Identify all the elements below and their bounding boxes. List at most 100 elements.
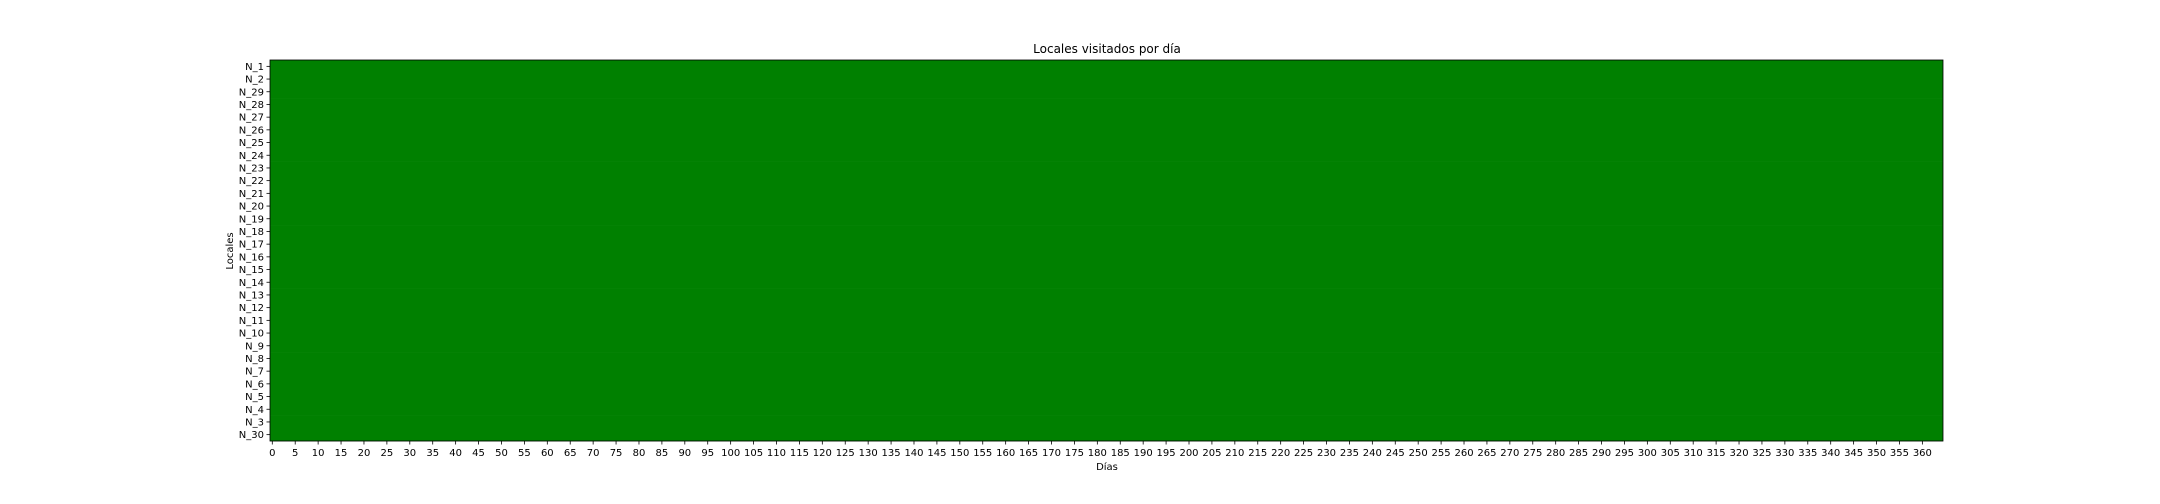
y-tick-label: N_19: [239, 214, 264, 225]
heatmap-row: [270, 352, 1943, 366]
x-tick-label: 115: [790, 448, 809, 459]
y-axis: N_1 N_2N_29 N_28 N_27N_26 N_25 N_24N_23 N_22 N_…: [239, 62, 270, 441]
x-tick-label: 285: [1569, 448, 1588, 459]
x-tick-label: 185: [1111, 448, 1130, 459]
x-tick-label: 150: [950, 448, 969, 459]
heatmap-row: [270, 72, 1943, 86]
y-tick-label: N_14: [239, 278, 264, 289]
x-tick-label: 15: [335, 448, 348, 459]
x-tick-label: 255: [1432, 448, 1451, 459]
x-tick-label: 355: [1890, 448, 1909, 459]
x-tick-label: 55: [518, 448, 531, 459]
x-tick-label: 235: [1340, 448, 1359, 459]
x-tick-label: 295: [1615, 448, 1634, 459]
plot-area: [269, 59, 1944, 442]
x-tick-label: 145: [927, 448, 946, 459]
x-tick-label: 270: [1500, 448, 1519, 459]
plot-frame: [269, 59, 1944, 442]
x-tick-label: 170: [1042, 448, 1061, 459]
x-tick-label: 220: [1271, 448, 1290, 459]
heatmap-row: [270, 123, 1943, 137]
heatmap-row: [270, 415, 1943, 429]
x-tick-label: 290: [1592, 448, 1611, 459]
y-axis-label: Locales: [225, 232, 236, 269]
x-tick-label: 80: [633, 448, 646, 459]
x-tick-label: 265: [1477, 448, 1496, 459]
y-tick-label: N_4: [245, 405, 264, 416]
heatmap-row: [270, 301, 1943, 315]
y-tick-label: N_7: [245, 367, 264, 378]
y-tick-label: N_1: [245, 62, 264, 73]
x-tick-label: 245: [1386, 448, 1405, 459]
y-tick-label: N_28: [239, 100, 264, 111]
x-tick-label: 35: [426, 448, 439, 459]
x-tick-label: 90: [678, 448, 691, 459]
y-tick-label: N_18: [239, 227, 264, 238]
heatmap-row: [270, 390, 1943, 404]
x-tick-label: 45: [472, 448, 485, 459]
x-tick-label: 65: [564, 448, 577, 459]
x-tick-label: 305: [1661, 448, 1680, 459]
heatmap-row: [270, 98, 1943, 112]
heatmap-row: [270, 60, 1943, 73]
x-tick-label: 320: [1729, 448, 1748, 459]
x-tick-label: 280: [1546, 448, 1565, 459]
x-tick-label: 60: [541, 448, 554, 459]
x-tick-label: 5: [292, 448, 298, 459]
x-tick-label: 40: [449, 448, 462, 459]
heatmap-row: [270, 263, 1943, 277]
x-tick-label: 20: [358, 448, 371, 459]
x-tick-label: 315: [1707, 448, 1726, 459]
x-tick-label: 0: [269, 448, 275, 459]
x-tick-label: 300: [1638, 448, 1657, 459]
x-tick-label: 175: [1065, 448, 1084, 459]
y-tick-label: N_16: [239, 252, 264, 263]
x-tick-label: 10: [312, 448, 325, 459]
x-tick-label: 335: [1798, 448, 1817, 459]
heatmap-row: [270, 288, 1943, 302]
x-tick-label: 140: [904, 448, 923, 459]
y-tick-label: N_5: [245, 392, 264, 403]
x-tick-label: 125: [836, 448, 855, 459]
y-tick-label: N_2: [245, 75, 264, 86]
y-tick-label: N_24: [239, 151, 264, 162]
x-tick-label: 350: [1867, 448, 1886, 459]
y-tick-label: N_17: [239, 240, 264, 251]
heatmap-row: [270, 326, 1943, 340]
heatmap-row: [270, 428, 1943, 442]
x-tick-label: 25: [381, 448, 394, 459]
heatmap-row: [270, 402, 1943, 416]
x-tick-label: 85: [656, 448, 669, 459]
y-tick-label: N_15: [239, 265, 264, 276]
y-tick-label: N_3: [245, 417, 264, 428]
y-tick-label: N_29: [239, 87, 264, 98]
heatmap-row: [270, 136, 1943, 150]
y-tick-label: N_6: [245, 379, 264, 390]
heatmap-row: [270, 314, 1943, 327]
x-tick-label: 155: [973, 448, 992, 459]
y-tick-label: N_23: [239, 163, 264, 174]
x-tick-label: 250: [1409, 448, 1428, 459]
heatmap-row: [270, 212, 1943, 226]
x-tick-label: 340: [1821, 448, 1840, 459]
heatmap-row: [270, 377, 1943, 391]
y-tick-label: N_9: [245, 341, 264, 352]
x-tick-label: 130: [859, 448, 878, 459]
x-tick-label: 275: [1523, 448, 1542, 459]
y-tick-label: N_8: [245, 354, 264, 365]
x-tick-label: 120: [813, 448, 832, 459]
y-tick-label: N_11: [239, 316, 264, 327]
x-tick-label: 330: [1775, 448, 1794, 459]
x-tick-label: 135: [882, 448, 901, 459]
x-tick-label: 75: [610, 448, 623, 459]
y-tick-label: N_30: [239, 430, 264, 441]
x-tick-label: 190: [1134, 448, 1153, 459]
x-tick-label: 260: [1454, 448, 1473, 459]
x-tick-label: 205: [1202, 448, 1221, 459]
x-tick-label: 215: [1248, 448, 1267, 459]
y-tick-label: N_22: [239, 176, 264, 187]
x-tick-label: 70: [587, 448, 600, 459]
x-tick-label: 165: [1019, 448, 1038, 459]
heatmap-row: [270, 250, 1943, 264]
